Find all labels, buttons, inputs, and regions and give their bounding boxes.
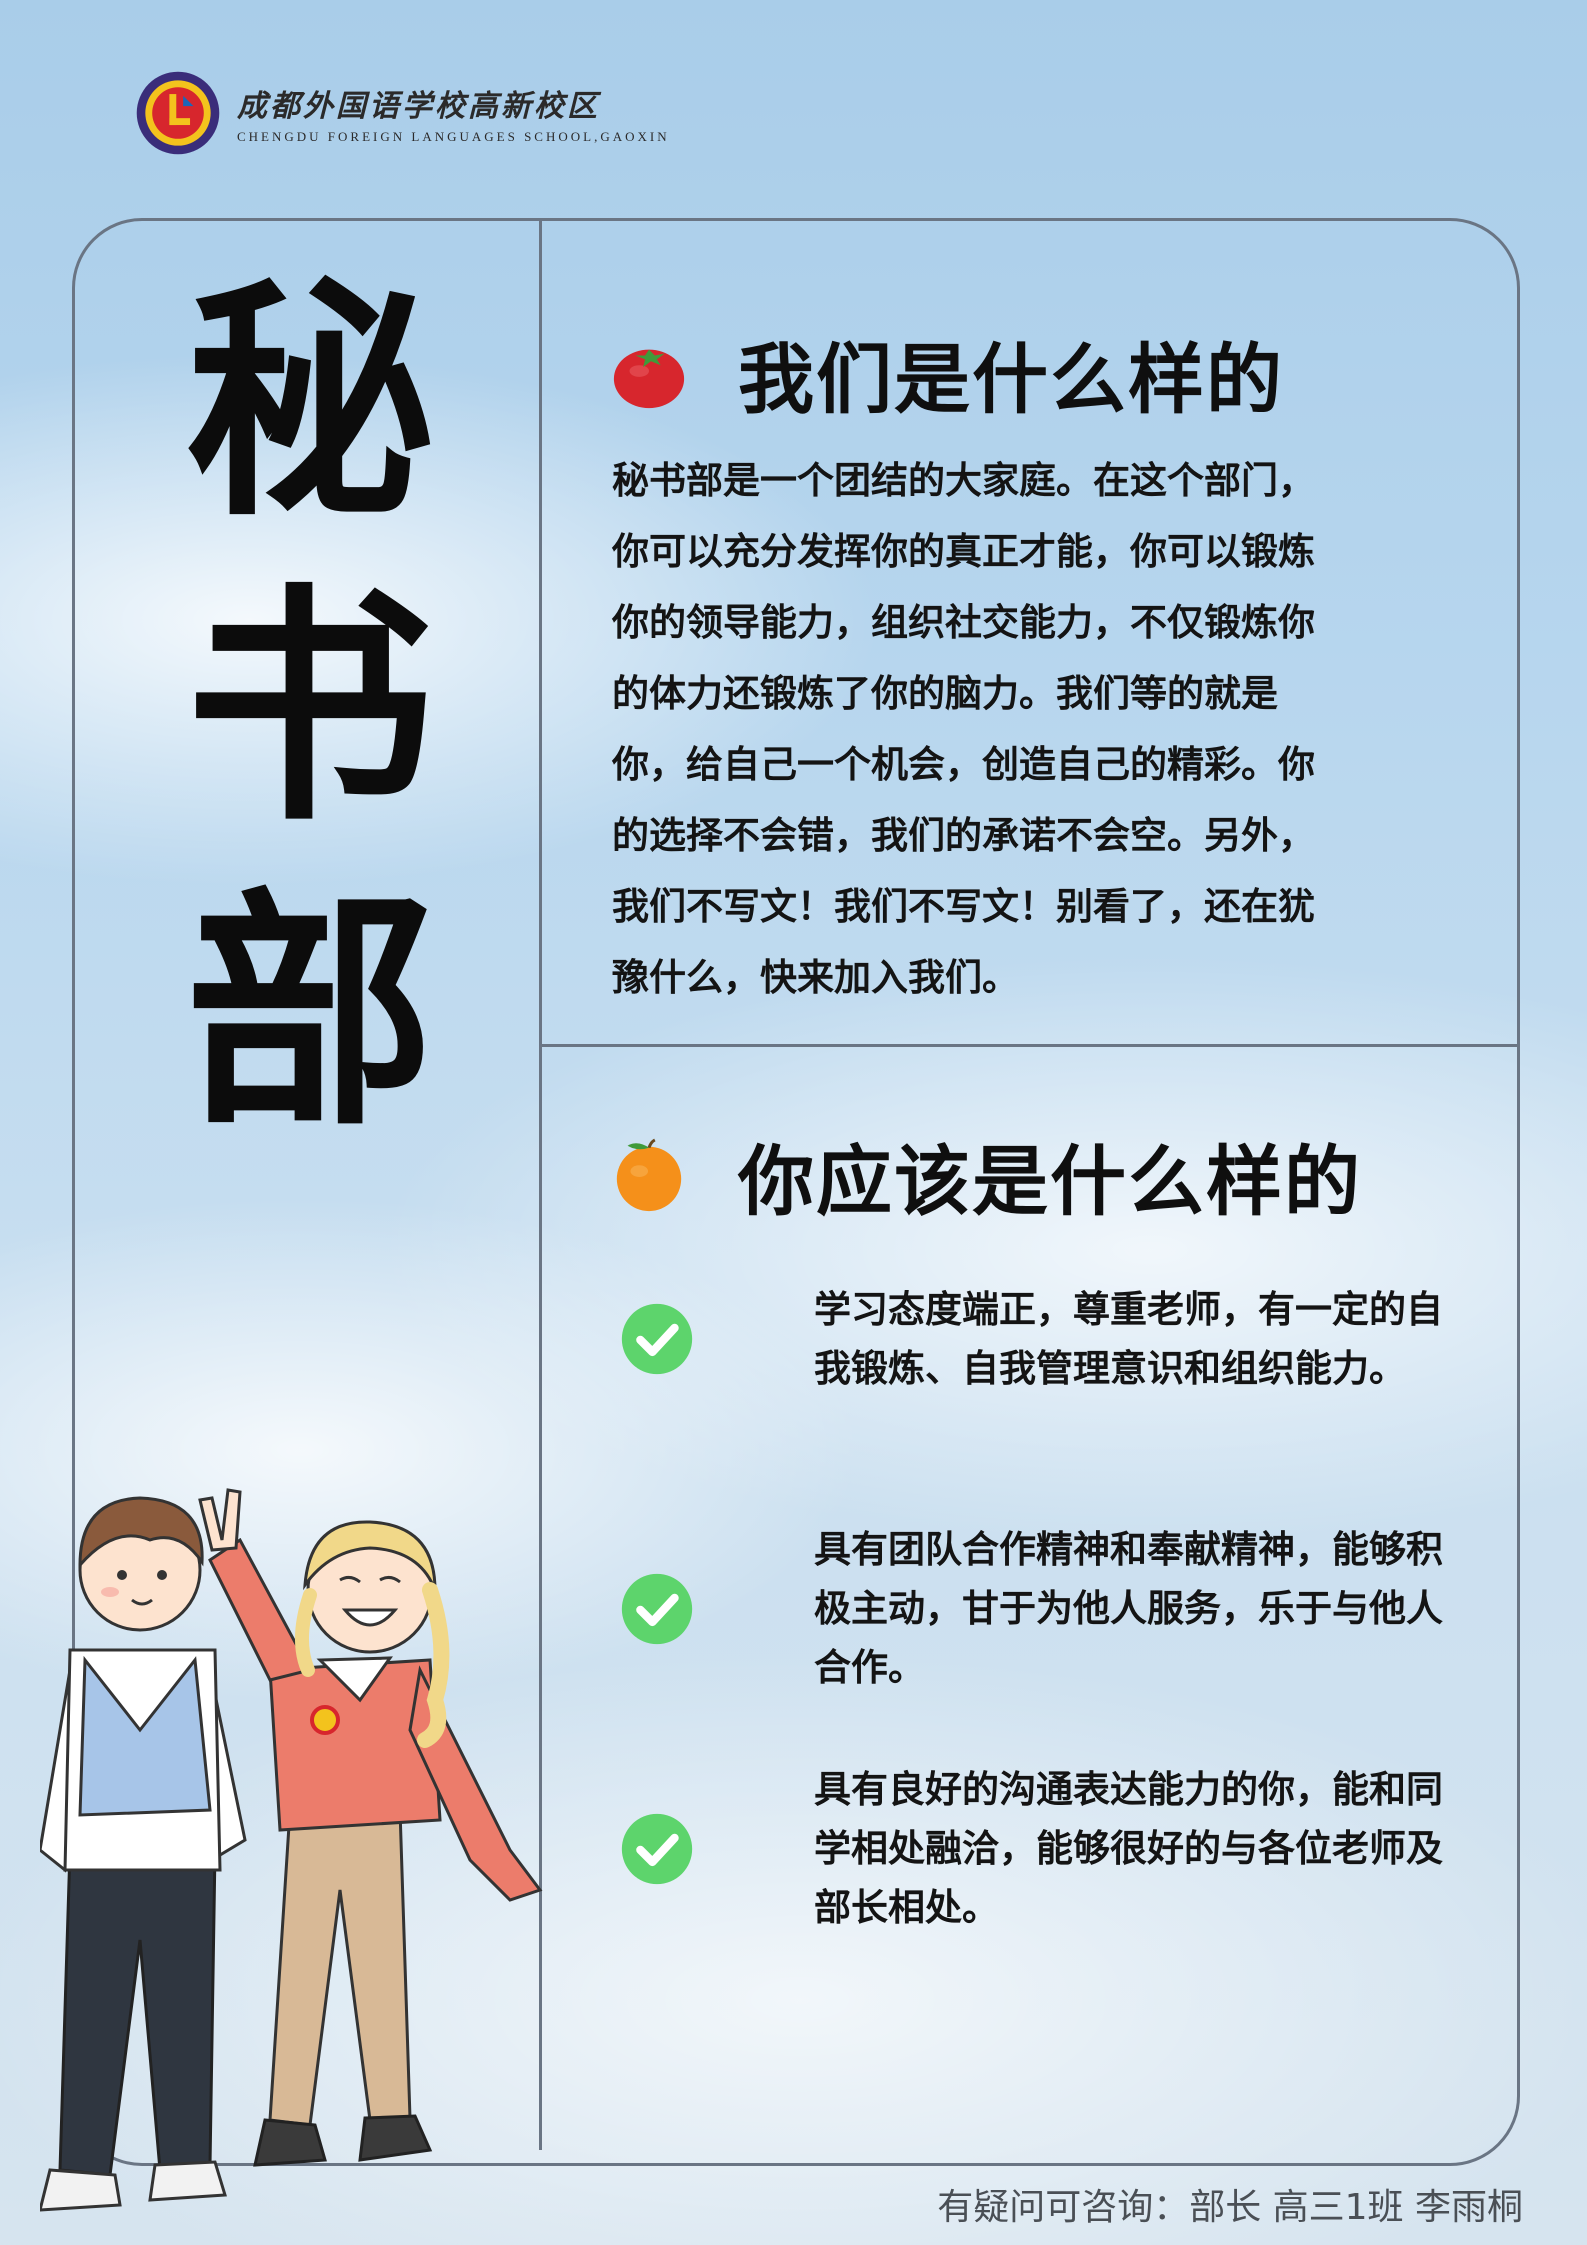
paragraph-line: 你，给自己一个机会，创造自己的精彩。你 xyxy=(612,742,1315,786)
requirement-text: 具有团队合作精神和奉献精神，能够积极主动，甘于为他人服务，乐于与他人合作。 xyxy=(814,1527,1443,1689)
paragraph-line: 我们不写文！我们不写文！别看了，还在犹 xyxy=(612,884,1315,928)
paragraph-line: 豫什么，快来加入我们。 xyxy=(612,955,1019,999)
section-requirements-heading: 你应该是什么样的 xyxy=(610,1120,1362,1230)
girl-figure xyxy=(198,1488,543,2167)
school-name-cn: 成都外国语学校高新校区 xyxy=(237,89,600,124)
title-char: 秘 xyxy=(185,255,435,549)
content-frame xyxy=(72,218,1520,2166)
vertical-divider xyxy=(539,218,542,2150)
school-emblem-icon xyxy=(136,71,220,155)
title-char: 部 xyxy=(185,865,435,1159)
intro-paragraph: 秘书部是一个团结的大家庭。在这个部门， 你可以充分发挥你的真正才能，你可以锻炼 … xyxy=(612,445,1422,1013)
paragraph-line: 的选择不会错，我们的承诺不会空。另外， xyxy=(612,813,1315,857)
school-logo: 成都外国语学校高新校区 CHENGDU FOREIGN LANGUAGES SC… xyxy=(135,70,670,156)
orange-icon xyxy=(616,1138,682,1212)
check-icon xyxy=(621,1303,693,1375)
tomato-icon xyxy=(613,349,685,409)
requirement-text: 学习态度端正，尊重老师，有一定的自我锻炼、自我管理意识和组织能力。 xyxy=(814,1287,1443,1390)
requirement-text: 具有良好的沟通表达能力的你，能和同学相处融洽，能够很好的与各位老师及部长相处。 xyxy=(814,1767,1443,1929)
list-item: 具有良好的沟通表达能力的你，能和同学相处融洽，能够很好的与各位老师及部长相处。 xyxy=(620,1760,1450,1937)
section-who-we-are-heading: 我们是什么样的 xyxy=(610,318,1284,428)
list-item: 具有团队合作精神和奉献精神，能够积极主动，甘于为他人服务，乐于与他人合作。 xyxy=(620,1520,1450,1697)
department-title: 秘 书 部 xyxy=(160,250,460,1165)
horizontal-divider xyxy=(539,1044,1520,1047)
section-title: 我们是什么样的 xyxy=(738,335,1284,424)
check-icon xyxy=(621,1813,693,1884)
check-icon xyxy=(621,1573,693,1644)
title-char: 书 xyxy=(185,560,435,854)
paragraph-line: 你可以充分发挥你的真正才能，你可以锻炼 xyxy=(612,529,1315,573)
paragraph-line: 的体力还锻炼了你的脑力。我们等的就是 xyxy=(612,671,1278,715)
school-name-en: CHENGDU FOREIGN LANGUAGES SCHOOL,GAOXIN xyxy=(237,129,670,144)
section-title: 你应该是什么样的 xyxy=(738,1137,1362,1226)
contact-footer: 有疑问可咨询：部长 高三1班 李雨桐 xyxy=(937,2187,1523,2228)
students-illustration xyxy=(40,1488,543,2212)
paragraph-line: 你的领导能力，组织社交能力，不仅锻炼你 xyxy=(612,600,1315,644)
paragraph-line: 秘书部是一个团结的大家庭。在这个部门， xyxy=(612,458,1315,502)
list-item: 学习态度端正，尊重老师，有一定的自我锻炼、自我管理意识和组织能力。 xyxy=(620,1280,1450,1398)
boy-figure xyxy=(40,1496,247,2212)
